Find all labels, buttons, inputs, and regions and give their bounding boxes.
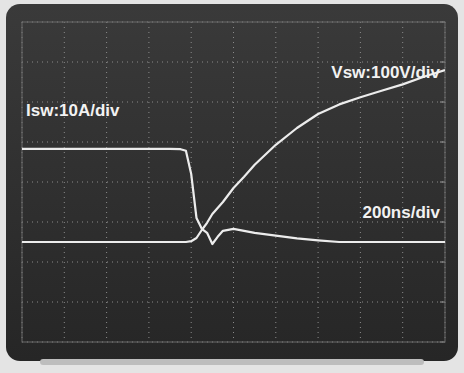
- trace-label: Vsw:100V/div: [331, 63, 440, 82]
- y2-tick: [440, 62, 445, 63]
- y2-tick: [440, 102, 445, 103]
- y2-tick: [440, 142, 445, 143]
- grid-line-x: [275, 22, 276, 342]
- traces: [22, 70, 445, 244]
- bezel: [0, 0, 464, 373]
- grid-line-y: [22, 302, 445, 303]
- trace-label: 200ns/div: [363, 203, 441, 222]
- plot-frame: [22, 22, 445, 342]
- scope-chart: Isw:10A/div Vsw:100V/div 200ns/div: [0, 0, 464, 373]
- grid-line-x: [148, 22, 149, 342]
- grid-line-x: [106, 22, 107, 342]
- trace: [22, 70, 445, 242]
- screen: [6, 4, 458, 361]
- grid-line-y: [22, 262, 445, 263]
- trace: [22, 149, 445, 244]
- grid-line-x: [64, 22, 65, 342]
- grid-line-x: [233, 22, 234, 342]
- grid-line-y: [22, 142, 445, 143]
- y2-tick: [440, 182, 445, 183]
- y2-tick: [440, 222, 445, 223]
- y2-tick: [440, 262, 445, 263]
- trace-label: Isw:10A/div: [26, 101, 120, 120]
- screen-glare: [40, 359, 424, 365]
- y2-tick: [440, 302, 445, 303]
- grid: [22, 22, 445, 342]
- grid-line-y: [22, 182, 445, 183]
